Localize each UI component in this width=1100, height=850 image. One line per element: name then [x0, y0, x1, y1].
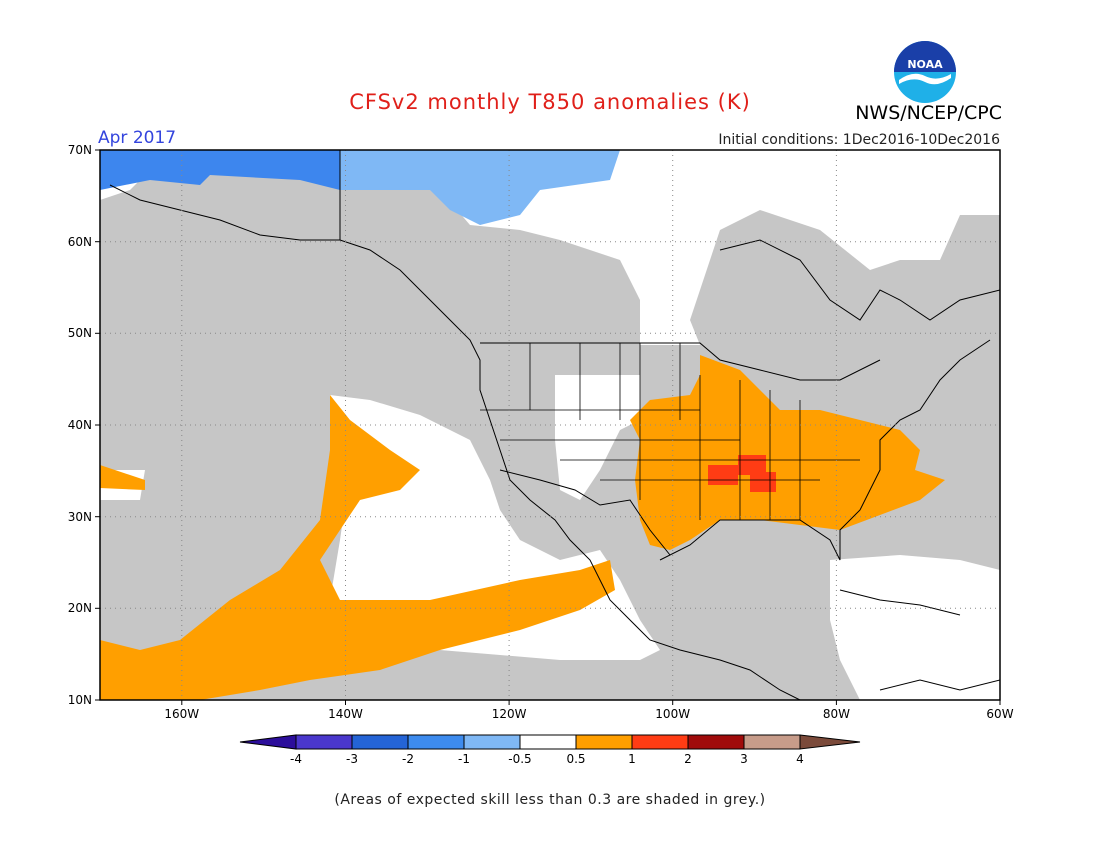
white-region-usa-west [555, 375, 640, 500]
colorbar-label: 3 [740, 752, 748, 766]
warm-anomaly-pacific-band [100, 395, 615, 700]
colorbar-labels: -4 -3 -2 -1 -0.5 0.5 1 2 3 4 [290, 752, 804, 766]
white-region-arctic [420, 150, 1000, 345]
lat-label-10n: 10N [68, 693, 92, 707]
state-borders [480, 343, 860, 520]
lon-label-140w: 140W [328, 707, 363, 721]
axis-ticks [95, 149, 1001, 705]
warm-anomaly-us-east [630, 355, 945, 550]
coastline-hudson [719, 239, 1000, 321]
initial-conditions-label: Initial conditions: 1Dec2016-10Dec2016 [718, 132, 1000, 148]
colorbar-bin-1 [295, 734, 353, 750]
coastline-north-america-west [109, 184, 801, 700]
strong-warm-cell [750, 472, 776, 492]
colorbar-label: -2 [402, 752, 414, 766]
colorbar-label: 0.5 [566, 752, 585, 766]
colorbar-bin-2 [351, 734, 409, 750]
coastline-caribbean [839, 589, 1000, 691]
coastlines [109, 150, 1000, 700]
lat-label-30n: 30N [68, 510, 92, 524]
graticule [100, 150, 1000, 700]
map-field [100, 150, 1000, 700]
agency-label: NWS/NCEP/CPC [855, 102, 1002, 124]
colorbar-label: 4 [796, 752, 804, 766]
noaa-logo-text: NOAA [907, 58, 943, 71]
colorbar-cap-high [799, 734, 861, 750]
lon-label-100w: 100W [655, 707, 690, 721]
colorbar-bin-8 [687, 734, 745, 750]
colorbar [239, 734, 861, 750]
longitude-labels: 160W 140W 120W 100W 80W 60W [164, 707, 1013, 721]
colorbar-label: -1 [458, 752, 470, 766]
colorbar-label: 1 [628, 752, 636, 766]
lat-label-20n: 20N [68, 601, 92, 615]
strong-warm-cell [708, 465, 738, 485]
colorbar-bin-6 [575, 734, 633, 750]
colorbar-cap-low [239, 734, 297, 750]
colorbar-bin-4 [463, 734, 521, 750]
cool-anomaly-alaska-north [100, 150, 340, 190]
lat-label-70n: 70N [68, 143, 92, 157]
skill-footnote: (Areas of expected skill less than 0.3 a… [334, 792, 766, 808]
lon-label-120w: 120W [492, 707, 527, 721]
colorbar-label: -4 [290, 752, 302, 766]
white-region-atlantic [830, 555, 1000, 700]
border-canada-us [480, 342, 881, 381]
lat-label-60n: 60N [68, 235, 92, 249]
colorbar-label: -0.5 [508, 752, 531, 766]
lat-label-50n: 50N [68, 326, 92, 340]
lon-label-60w: 60W [986, 707, 1013, 721]
colorbar-bin-9 [743, 734, 801, 750]
noaa-logo: NOAA [894, 41, 956, 103]
lon-label-160w: 160W [164, 707, 199, 721]
lon-label-80w: 80W [823, 707, 850, 721]
valid-month-label: Apr 2017 [98, 128, 177, 148]
colorbar-bin-7 [631, 734, 689, 750]
colorbar-label: -3 [346, 752, 358, 766]
latitude-labels: 70N 60N 50N 40N 30N 20N 10N [68, 143, 92, 707]
border-us-mexico [499, 469, 671, 556]
colorbar-label: 2 [684, 752, 692, 766]
lat-label-40n: 40N [68, 418, 92, 432]
colorbar-bin-5 [519, 734, 577, 750]
warm-anomaly-west-atlantic-blip [100, 465, 145, 490]
chart-title: CFSv2 monthly T850 anomalies (K) [349, 90, 751, 114]
cool-anomaly-beaufort [340, 150, 620, 225]
colorbar-bin-3 [407, 734, 465, 750]
